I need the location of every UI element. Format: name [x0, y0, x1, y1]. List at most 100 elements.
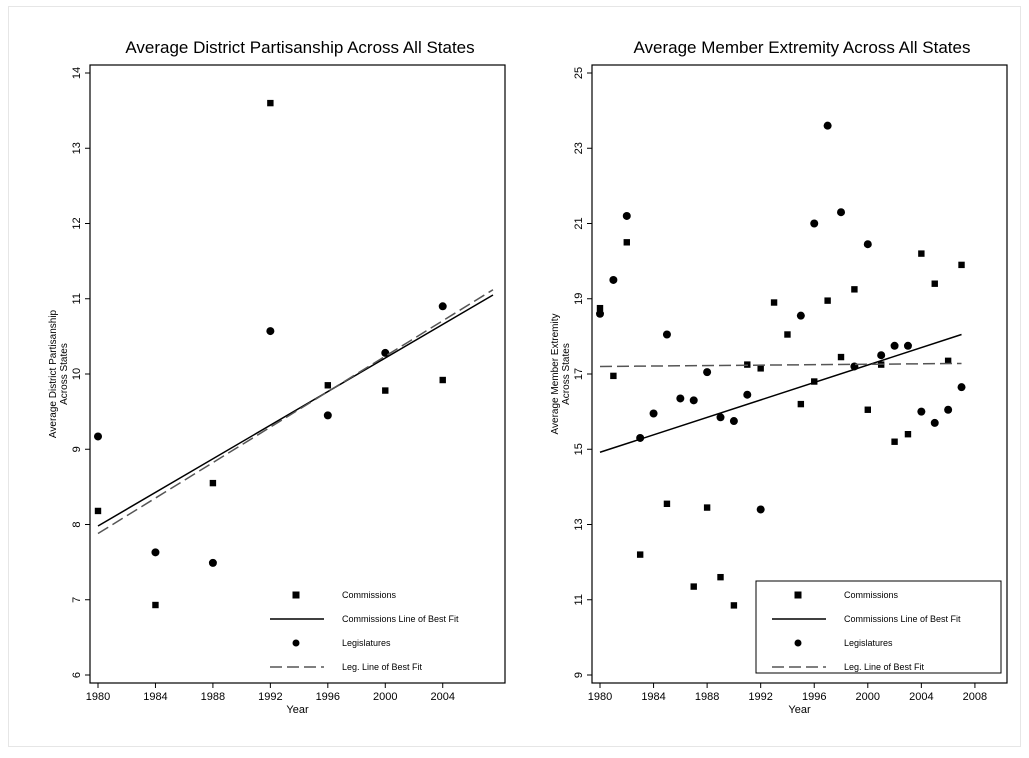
- legislatures-point: [596, 309, 604, 318]
- y-tick-label: 13: [71, 142, 83, 154]
- chart-panel-1: Average District Partisanship Across All…: [48, 38, 506, 716]
- x-tick-label: 2008: [963, 691, 987, 703]
- commissions-point: [636, 551, 644, 558]
- legislatures-point: [863, 240, 872, 249]
- legislatures-point: [94, 432, 102, 441]
- y-tick-label: 17: [573, 368, 585, 380]
- commissions-point: [439, 376, 446, 384]
- legend-label: Leg. Line of Best Fit: [342, 662, 423, 672]
- legislatures-fit-line: [599, 362, 962, 368]
- commissions-point: [770, 299, 778, 306]
- y-tick-label: 21: [573, 217, 585, 229]
- legislatures-point: [662, 330, 671, 339]
- y-tick-label: 19: [573, 293, 585, 305]
- commissions-point: [730, 602, 738, 609]
- legislatures-point: [823, 121, 832, 130]
- commissions-point: [958, 261, 965, 269]
- legend-key-square: [794, 591, 802, 599]
- legislatures-point: [609, 275, 618, 284]
- x-tick-label: 1992: [748, 691, 772, 703]
- commissions-fit-line: [97, 294, 494, 527]
- legislatures-point: [890, 341, 899, 350]
- y-axis-label-line2: Across States: [561, 343, 572, 405]
- x-tick-label: 1992: [258, 691, 282, 703]
- y-tick-label: 23: [573, 142, 585, 154]
- legislatures-point: [716, 413, 725, 422]
- commissions-point: [944, 357, 952, 365]
- commissions-point: [209, 479, 217, 487]
- commissions-point: [94, 507, 102, 515]
- legend-label: Legislatures: [342, 638, 391, 648]
- legislatures-point: [266, 327, 275, 336]
- y-tick-label: 10: [71, 368, 83, 380]
- legend-label: Commissions: [844, 590, 899, 600]
- commissions-point: [891, 438, 898, 445]
- commissions-point: [904, 431, 912, 438]
- legislatures-point: [917, 407, 926, 416]
- y-tick-label: 9: [573, 672, 585, 678]
- figure-border: [8, 6, 1021, 747]
- legislatures-point: [703, 368, 712, 377]
- legend: Commissions Commissions Line of Best Fit L…: [755, 580, 1002, 674]
- commissions-point: [610, 372, 617, 380]
- plot-area: [89, 64, 506, 684]
- legislatures-point: [323, 411, 332, 420]
- legislatures-point: [756, 505, 765, 514]
- commissions-point: [663, 500, 671, 508]
- legislatures-point: [729, 417, 738, 426]
- y-tick-label: 12: [71, 217, 83, 229]
- x-axis-label: Year: [286, 704, 309, 716]
- commissions-point: [382, 387, 389, 394]
- y-tick-label: 25: [573, 67, 585, 79]
- legend-label: Legislatures: [844, 638, 893, 648]
- y-tick-label: 11: [573, 594, 585, 605]
- legend-label: Leg. Line of Best Fit: [844, 662, 925, 672]
- x-tick-label: 2000: [373, 691, 397, 703]
- chart-panel-2: Average Member Extremity Across All Stat…: [550, 38, 1008, 716]
- y-tick-label: 13: [573, 518, 585, 530]
- legend: Commissions Commissions Line of Best Fit L…: [270, 590, 459, 672]
- x-tick-label: 1996: [316, 691, 340, 703]
- commissions-point: [824, 297, 831, 304]
- x-tick-label: 2000: [856, 691, 880, 703]
- commissions-point: [864, 406, 871, 413]
- commissions-point: [918, 250, 925, 257]
- x-tick-label: 1984: [641, 691, 665, 703]
- legislatures-point: [944, 405, 953, 414]
- commissions-point: [931, 280, 938, 287]
- chart-title: Average Member Extremity Across All Stat…: [634, 38, 971, 57]
- legislatures-fit-line: [97, 289, 494, 535]
- legislatures-point: [877, 351, 886, 360]
- legend-key-circle: [292, 639, 300, 647]
- commissions-point: [797, 400, 805, 408]
- legislatures-point: [957, 383, 966, 392]
- y-tick-label: 14: [71, 67, 83, 79]
- legislatures-point: [796, 311, 805, 320]
- legend-key-square: [292, 591, 300, 599]
- y-tick-label: 11: [71, 293, 83, 304]
- legend-label: Commissions Line of Best Fit: [844, 614, 961, 624]
- commissions-point: [784, 331, 791, 338]
- legislatures-point: [381, 348, 390, 357]
- legislatures-point: [636, 433, 645, 442]
- commissions-fit-line: [599, 333, 962, 453]
- commissions-point: [152, 601, 159, 609]
- legislatures-point: [689, 396, 698, 405]
- commissions-point: [690, 583, 697, 590]
- legislatures-point: [438, 302, 447, 311]
- x-tick-label: 1988: [201, 691, 225, 703]
- x-tick-label: 2004: [430, 691, 454, 703]
- y-tick-label: 9: [71, 446, 83, 452]
- commissions-point: [703, 504, 711, 511]
- commissions-point: [267, 99, 274, 107]
- commissions-point: [717, 573, 724, 581]
- legend-label: Commissions: [342, 590, 397, 600]
- legislatures-point: [743, 390, 752, 399]
- y-axis-label-line2: Across States: [59, 343, 70, 405]
- commissions-point: [596, 304, 604, 312]
- commissions-point: [851, 286, 858, 293]
- x-tick-label: 1988: [695, 691, 719, 703]
- legislatures-point: [622, 211, 631, 220]
